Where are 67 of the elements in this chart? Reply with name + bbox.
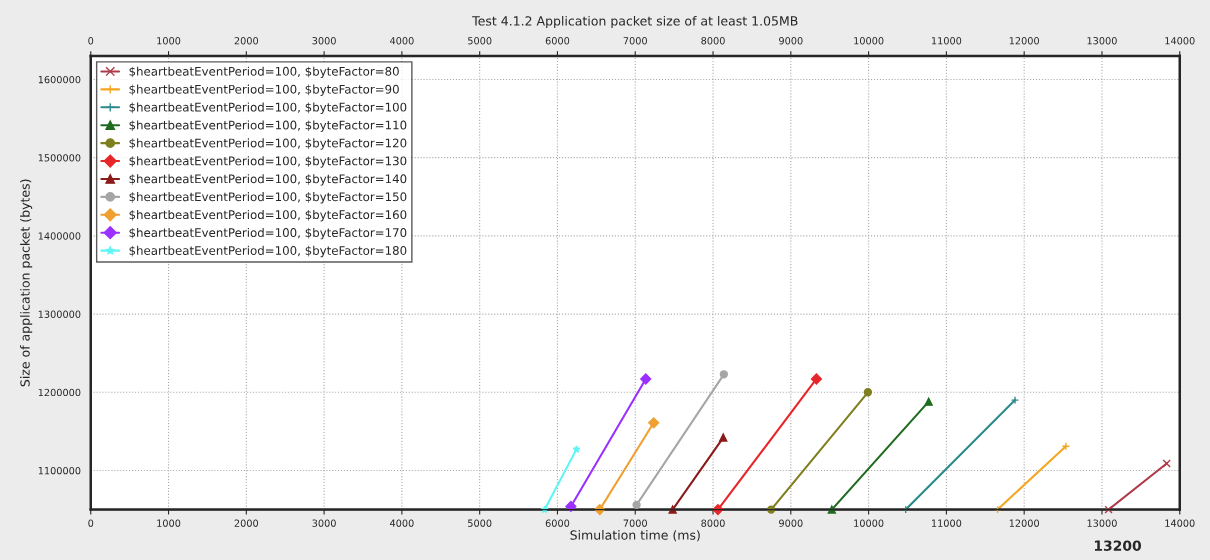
point <box>863 388 873 397</box>
y-axis-title: Size of application packet (bytes) <box>20 179 33 387</box>
x-tick-label: 14000 <box>1165 519 1195 527</box>
x2-tick-label: 11000 <box>932 37 962 45</box>
x2-tick-label: 13000 <box>1087 37 1117 45</box>
point <box>565 500 577 513</box>
y-tick-label: 1400000 <box>38 232 81 240</box>
x-tick-label: 8000 <box>701 519 725 527</box>
legend-label: $heartbeatEventPeriod=100, $byteFactor=140 <box>129 174 407 186</box>
point <box>924 397 933 406</box>
point <box>1104 505 1113 514</box>
legend-label: $heartbeatEventPeriod=100, $byteFactor=120 <box>129 138 407 150</box>
y-tick-label: 1100000 <box>38 466 81 475</box>
point <box>712 503 724 516</box>
point <box>827 505 836 514</box>
x2-tick-label: 4000 <box>390 37 414 45</box>
x-tick-label: 6000 <box>545 519 570 527</box>
legend-label: $heartbeatEventPeriod=100, $byteFactor=110 <box>129 120 407 132</box>
x2-tick-label: 14000 <box>1165 37 1195 45</box>
legend-label: $heartbeatEventPeriod=100, $byteFactor=90 <box>129 84 399 96</box>
legend-label: $heartbeatEventPeriod=100, $byteFactor=130 <box>129 156 407 168</box>
x-tick-label: 10000 <box>854 519 884 527</box>
legend-label: $heartbeatEventPeriod=100, $byteFactor=80 <box>129 66 399 79</box>
x-tick-label: 12000 <box>1009 519 1039 527</box>
x2-tick-label: 9000 <box>779 37 803 45</box>
x-tick-label: 7000 <box>623 519 647 527</box>
x2-tick-label: 1000 <box>157 37 181 45</box>
x2-tick-label: 3000 <box>312 37 336 45</box>
annotation: 13200 <box>1094 540 1142 551</box>
x-tick-label: 1000 <box>157 519 181 527</box>
x2-tick-label: 0 <box>88 37 94 45</box>
point <box>810 373 823 385</box>
x-tick-label: 4000 <box>390 519 414 527</box>
x2-tick-label: 7000 <box>623 37 647 45</box>
x2-tick-label: 12000 <box>1009 37 1039 45</box>
x-tick-label: 3000 <box>312 519 336 527</box>
legend-label: $heartbeatEventPeriod=100, $byteFactor=160 <box>129 209 407 222</box>
x2-tick-label: 5000 <box>468 37 492 45</box>
legend-label: $heartbeatEventPeriod=100, $byteFactor=100 <box>129 102 407 114</box>
point <box>1061 442 1071 451</box>
x2-tick-label: 10000 <box>854 37 884 45</box>
x-tick-label: 2000 <box>234 519 259 527</box>
x-tick-label: 9000 <box>779 519 803 527</box>
x2-tick-label: 2000 <box>234 37 259 45</box>
point <box>648 417 660 429</box>
chart-title: Test 4.1.2 Application packet size of at least 1.05MB <box>472 15 798 29</box>
point <box>1010 395 1020 405</box>
point <box>1162 459 1171 468</box>
point <box>640 373 652 385</box>
y-tick-label: 1600000 <box>38 75 81 84</box>
y-tick-label: 1500000 <box>38 154 81 162</box>
x-tick-label: 0 <box>88 519 94 527</box>
point <box>632 500 641 510</box>
x-tick-label: 11000 <box>932 519 962 527</box>
x-tick-label: 5000 <box>468 519 492 527</box>
y-tick-label: 1200000 <box>38 388 81 397</box>
point <box>668 505 677 514</box>
y-tick-label: 1300000 <box>38 310 81 318</box>
legend-label: $heartbeatEventPeriod=100, $byteFactor=180 <box>129 245 407 258</box>
point <box>719 370 729 379</box>
point <box>719 433 728 442</box>
legend-label: $heartbeatEventPeriod=100, $byteFactor=150 <box>129 192 407 204</box>
x2-tick-label: 6000 <box>545 37 570 45</box>
x-axis-title: Simulation time (ms) <box>570 530 700 542</box>
legend-label: $heartbeatEventPeriod=100, $byteFactor=170 <box>129 227 407 240</box>
x-tick-label: 13000 <box>1087 519 1117 527</box>
x2-tick-label: 8000 <box>701 37 725 45</box>
